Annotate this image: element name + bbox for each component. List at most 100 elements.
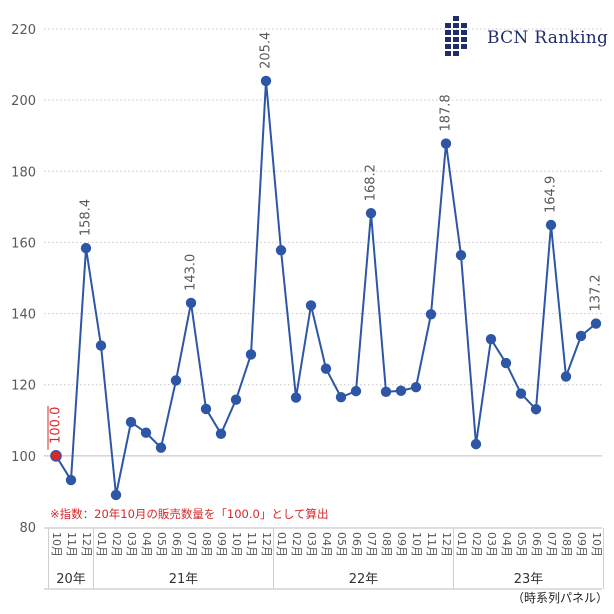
data-point xyxy=(500,357,512,369)
x-tick-label: 04月 xyxy=(500,532,513,557)
x-tick-label: 10月 xyxy=(50,532,63,557)
data-point xyxy=(365,208,377,219)
x-tick-label: 08月 xyxy=(560,532,573,557)
x-tick-label: 01月 xyxy=(275,532,288,557)
data-point xyxy=(95,340,107,351)
index-note: ※指数：20年10月の販売数量を「100.0」として算出 xyxy=(50,507,328,521)
x-tick-label: 05月 xyxy=(515,532,528,557)
y-tick-label: 220 xyxy=(11,23,36,38)
data-point xyxy=(200,403,212,415)
data-point xyxy=(425,309,437,320)
data-point xyxy=(545,219,557,231)
x-tick-label: 08月 xyxy=(380,532,393,557)
x-tick-label: 08月 xyxy=(200,532,213,557)
x-tick-label: 11月 xyxy=(425,532,438,557)
x-tick-label: 06月 xyxy=(530,532,543,557)
x-tick-label: 03月 xyxy=(125,532,138,557)
data-point xyxy=(125,416,137,428)
year-label: 22年 xyxy=(349,572,379,587)
x-tick-label: 11月 xyxy=(65,532,78,557)
x-tick-label: 03月 xyxy=(305,532,318,557)
data-point xyxy=(155,442,167,453)
x-tick-label: 10月 xyxy=(230,532,243,557)
data-point xyxy=(110,489,122,501)
data-point xyxy=(170,375,182,386)
data-point xyxy=(455,250,467,261)
x-tick-label: 09月 xyxy=(395,532,408,557)
bcn-logo-icon xyxy=(445,16,467,56)
data-point xyxy=(590,318,602,329)
x-tick-label: 07月 xyxy=(185,532,198,557)
panel-type-label: （時系列パネル） xyxy=(512,591,608,605)
data-point xyxy=(380,386,392,398)
data-point xyxy=(290,392,302,403)
data-label: 187.8 xyxy=(439,94,454,131)
data-label: 205.4 xyxy=(259,32,274,69)
x-axis: 10月 11月 12月 01月 02月 03月 04月 05月 06月 07月 08月 09月 10月 1… xyxy=(44,527,604,590)
x-tick-label: 06月 xyxy=(170,532,183,557)
x-tick-label: 05月 xyxy=(155,532,168,557)
data-point xyxy=(560,371,572,382)
data-label: 164.9 xyxy=(544,176,559,213)
data-point xyxy=(470,438,482,450)
x-tick-label: 01月 xyxy=(95,532,108,557)
x-tick-label: 07月 xyxy=(545,532,558,557)
year-label: 21年 xyxy=(169,572,199,587)
x-tick-label: 09月 xyxy=(215,532,228,557)
data-point xyxy=(275,245,287,256)
data-point xyxy=(50,450,62,462)
data-label: 100.0 xyxy=(49,407,64,444)
x-tick-label: 05月 xyxy=(335,532,348,557)
data-point xyxy=(440,138,452,149)
y-tick-label: 100 xyxy=(11,450,36,465)
x-tick-label: 04月 xyxy=(320,532,333,557)
y-tick-label: 180 xyxy=(11,165,36,180)
data-point xyxy=(335,391,347,403)
year-label: 20年 xyxy=(56,572,86,587)
x-tick-label: 06月 xyxy=(350,532,363,557)
x-tick-label: 12月 xyxy=(260,532,273,557)
data-point xyxy=(80,242,92,254)
data-point xyxy=(515,388,527,399)
x-tick-label: 09月 xyxy=(575,532,588,557)
data-point xyxy=(320,363,332,374)
y-tick-label: 160 xyxy=(11,236,36,251)
x-tick-label: 12月 xyxy=(440,532,453,557)
x-tick-label: 11月 xyxy=(245,532,258,557)
data-label: 158.4 xyxy=(79,199,94,236)
data-label: 143.0 xyxy=(184,254,199,291)
data-point xyxy=(230,394,242,405)
x-tick-label: 12月 xyxy=(80,532,93,557)
data-point xyxy=(350,385,362,397)
data-point xyxy=(575,330,587,342)
y-tick-label: 120 xyxy=(11,379,36,394)
y-tick-label: 140 xyxy=(11,308,36,323)
data-point xyxy=(485,333,497,345)
bcn-logo: BCN Ranking xyxy=(443,16,608,56)
x-tick-label: 02月 xyxy=(290,532,303,557)
data-point xyxy=(245,349,257,360)
x-tick-label: 10月 xyxy=(590,532,603,557)
data-label: 137.2 xyxy=(589,274,604,311)
data-point xyxy=(65,474,77,486)
y-tick-label: 200 xyxy=(11,94,36,109)
x-tick-label: 03月 xyxy=(485,532,498,557)
data-label: 168.2 xyxy=(364,164,379,201)
grid-lines xyxy=(44,28,602,457)
x-tick-label: 02月 xyxy=(470,532,483,557)
data-point xyxy=(215,428,227,440)
data-point xyxy=(260,75,272,87)
series xyxy=(50,75,602,501)
data-point xyxy=(140,427,152,438)
y-tick-label: 80 xyxy=(19,521,36,536)
x-tick-label: 04月 xyxy=(140,532,153,557)
data-point xyxy=(185,297,197,309)
x-tick-label: 07月 xyxy=(365,532,378,557)
x-tick-label: 02月 xyxy=(110,532,123,557)
data-point xyxy=(530,404,542,415)
x-tick-label: 01月 xyxy=(455,532,468,557)
data-point xyxy=(410,382,422,393)
data-labels: 100.0 158.4 143.0 205.4 168.2 187.8 164.9 137.2 xyxy=(47,32,604,450)
series-line xyxy=(55,79,597,496)
